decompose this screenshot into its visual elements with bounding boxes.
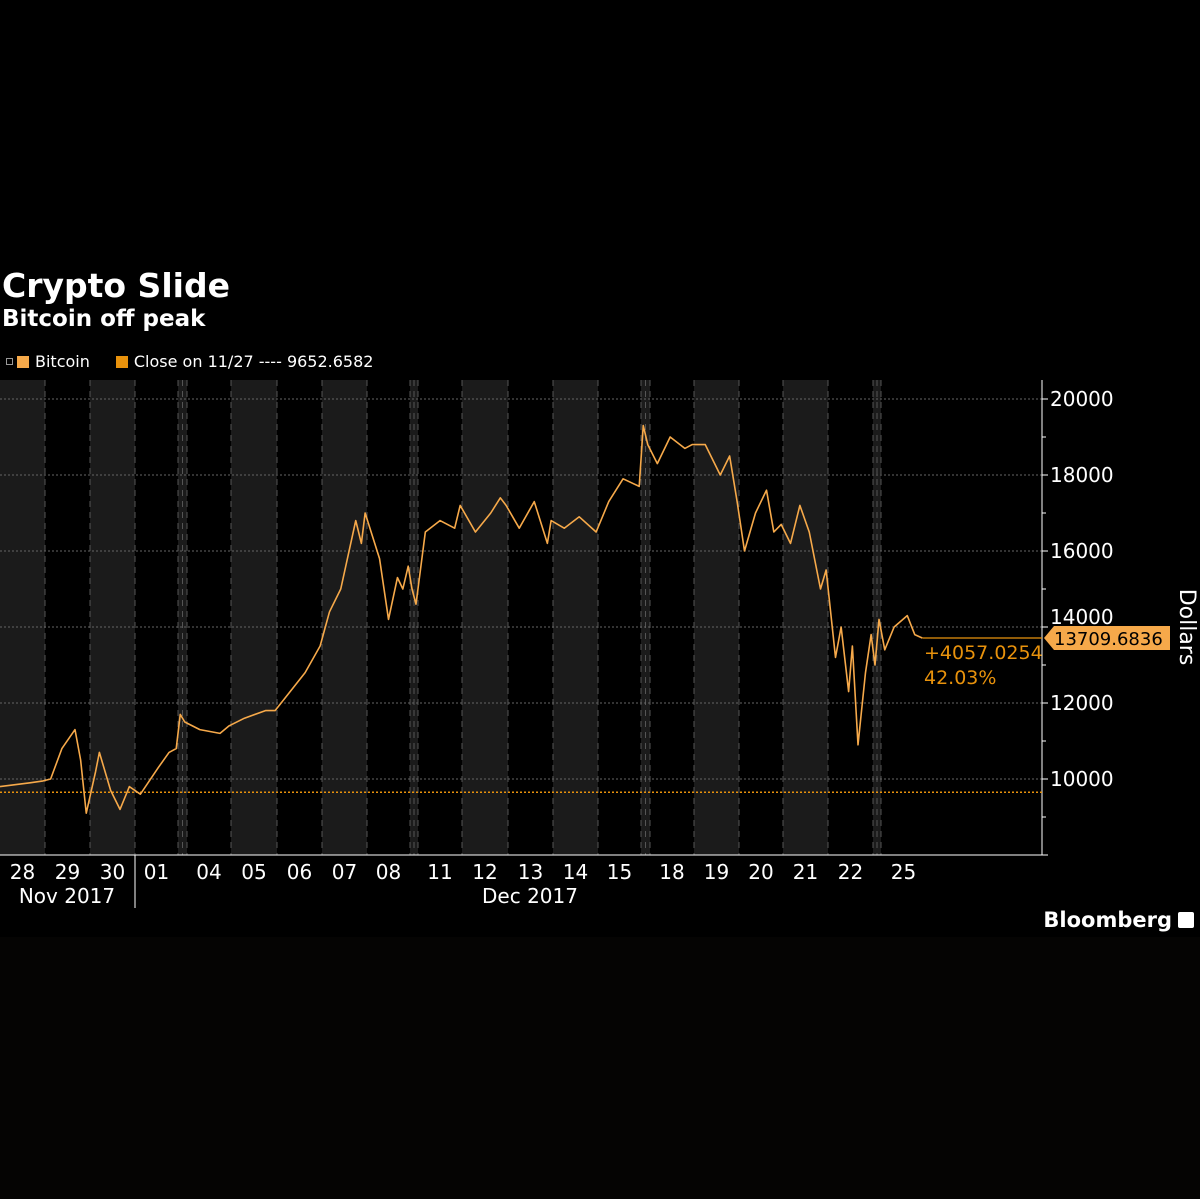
x-tick-label: 11 — [427, 860, 452, 884]
x-tick-label: 18 — [659, 860, 684, 884]
change-percent: 42.03% — [924, 667, 996, 689]
x-tick-label: 04 — [196, 860, 221, 884]
x-tick-label: 06 — [287, 860, 312, 884]
x-tick-label: 19 — [704, 860, 729, 884]
day-band — [0, 380, 45, 855]
day-band — [645, 380, 650, 855]
legend-swatch-bitcoin — [17, 355, 29, 368]
y-tick-label: 12000 — [1050, 691, 1114, 715]
y-tick-label: 10000 — [1050, 767, 1114, 791]
day-band — [783, 380, 828, 855]
last-value-badge — [1044, 626, 1170, 651]
month-label: Nov 2017 — [19, 884, 115, 908]
day-band — [553, 380, 598, 855]
blurred-background-top — [0, 0, 1200, 262]
brand-text: Bloomberg — [1043, 908, 1172, 932]
day-band — [877, 380, 881, 855]
x-tick-label: 15 — [607, 860, 632, 884]
x-tick-label: 30 — [100, 860, 125, 884]
x-tick-label: 21 — [793, 860, 818, 884]
y-axis-label: Dollars — [1174, 589, 1199, 666]
x-tick-label: 20 — [748, 860, 773, 884]
legend-swatch-close — [115, 355, 128, 368]
day-band — [322, 380, 367, 855]
x-tick-label: 12 — [472, 860, 497, 884]
day-band — [182, 380, 187, 855]
y-tick-label: 16000 — [1050, 539, 1114, 563]
legend-label-close: Close on 11/27 ---- 9652.6582 — [133, 352, 374, 371]
bloomberg-logo: Bloomberg — [1043, 908, 1194, 932]
legend: Bitcoin Close on 11/27 ---- 9652.6582 — [6, 352, 373, 371]
x-tick-label: 28 — [10, 860, 35, 884]
day-band — [414, 380, 418, 855]
day-band — [641, 380, 646, 855]
x-tick-label: 08 — [376, 860, 401, 884]
day-band — [873, 380, 877, 855]
y-tick-label: 18000 — [1050, 463, 1114, 487]
x-tick-label: 25 — [891, 860, 916, 884]
chart-subtitle: Bitcoin off peak — [2, 306, 206, 332]
x-tick-label: 05 — [241, 860, 266, 884]
x-tick-label: 14 — [563, 860, 588, 884]
collapse-icon[interactable] — [6, 358, 13, 365]
blurred-background-bottom — [0, 937, 1200, 1199]
day-band — [90, 380, 135, 855]
last-value-label: 13709.6836 — [1054, 629, 1163, 650]
x-tick-label: 01 — [144, 860, 169, 884]
day-band — [410, 380, 414, 855]
day-band — [178, 380, 183, 855]
x-tick-label: 07 — [332, 860, 357, 884]
month-label: Dec 2017 — [482, 884, 578, 908]
day-band — [231, 380, 277, 855]
day-band — [694, 380, 739, 855]
line-chart: 10000 12000 14000 16000 18000 20000 Dollars 28 2… — [0, 380, 1199, 908]
y-tick-label: 14000 — [1050, 605, 1114, 629]
chart-title: Crypto Slide — [2, 266, 230, 305]
legend-label-bitcoin: Bitcoin — [35, 352, 90, 371]
x-tick-label: 29 — [55, 860, 80, 884]
change-value: +4057.0254 — [924, 642, 1043, 664]
bloomberg-chart-icon — [1178, 912, 1194, 928]
y-tick-label: 20000 — [1050, 387, 1114, 411]
day-band — [462, 380, 508, 855]
x-tick-label: 22 — [838, 860, 863, 884]
x-tick-label: 13 — [518, 860, 543, 884]
